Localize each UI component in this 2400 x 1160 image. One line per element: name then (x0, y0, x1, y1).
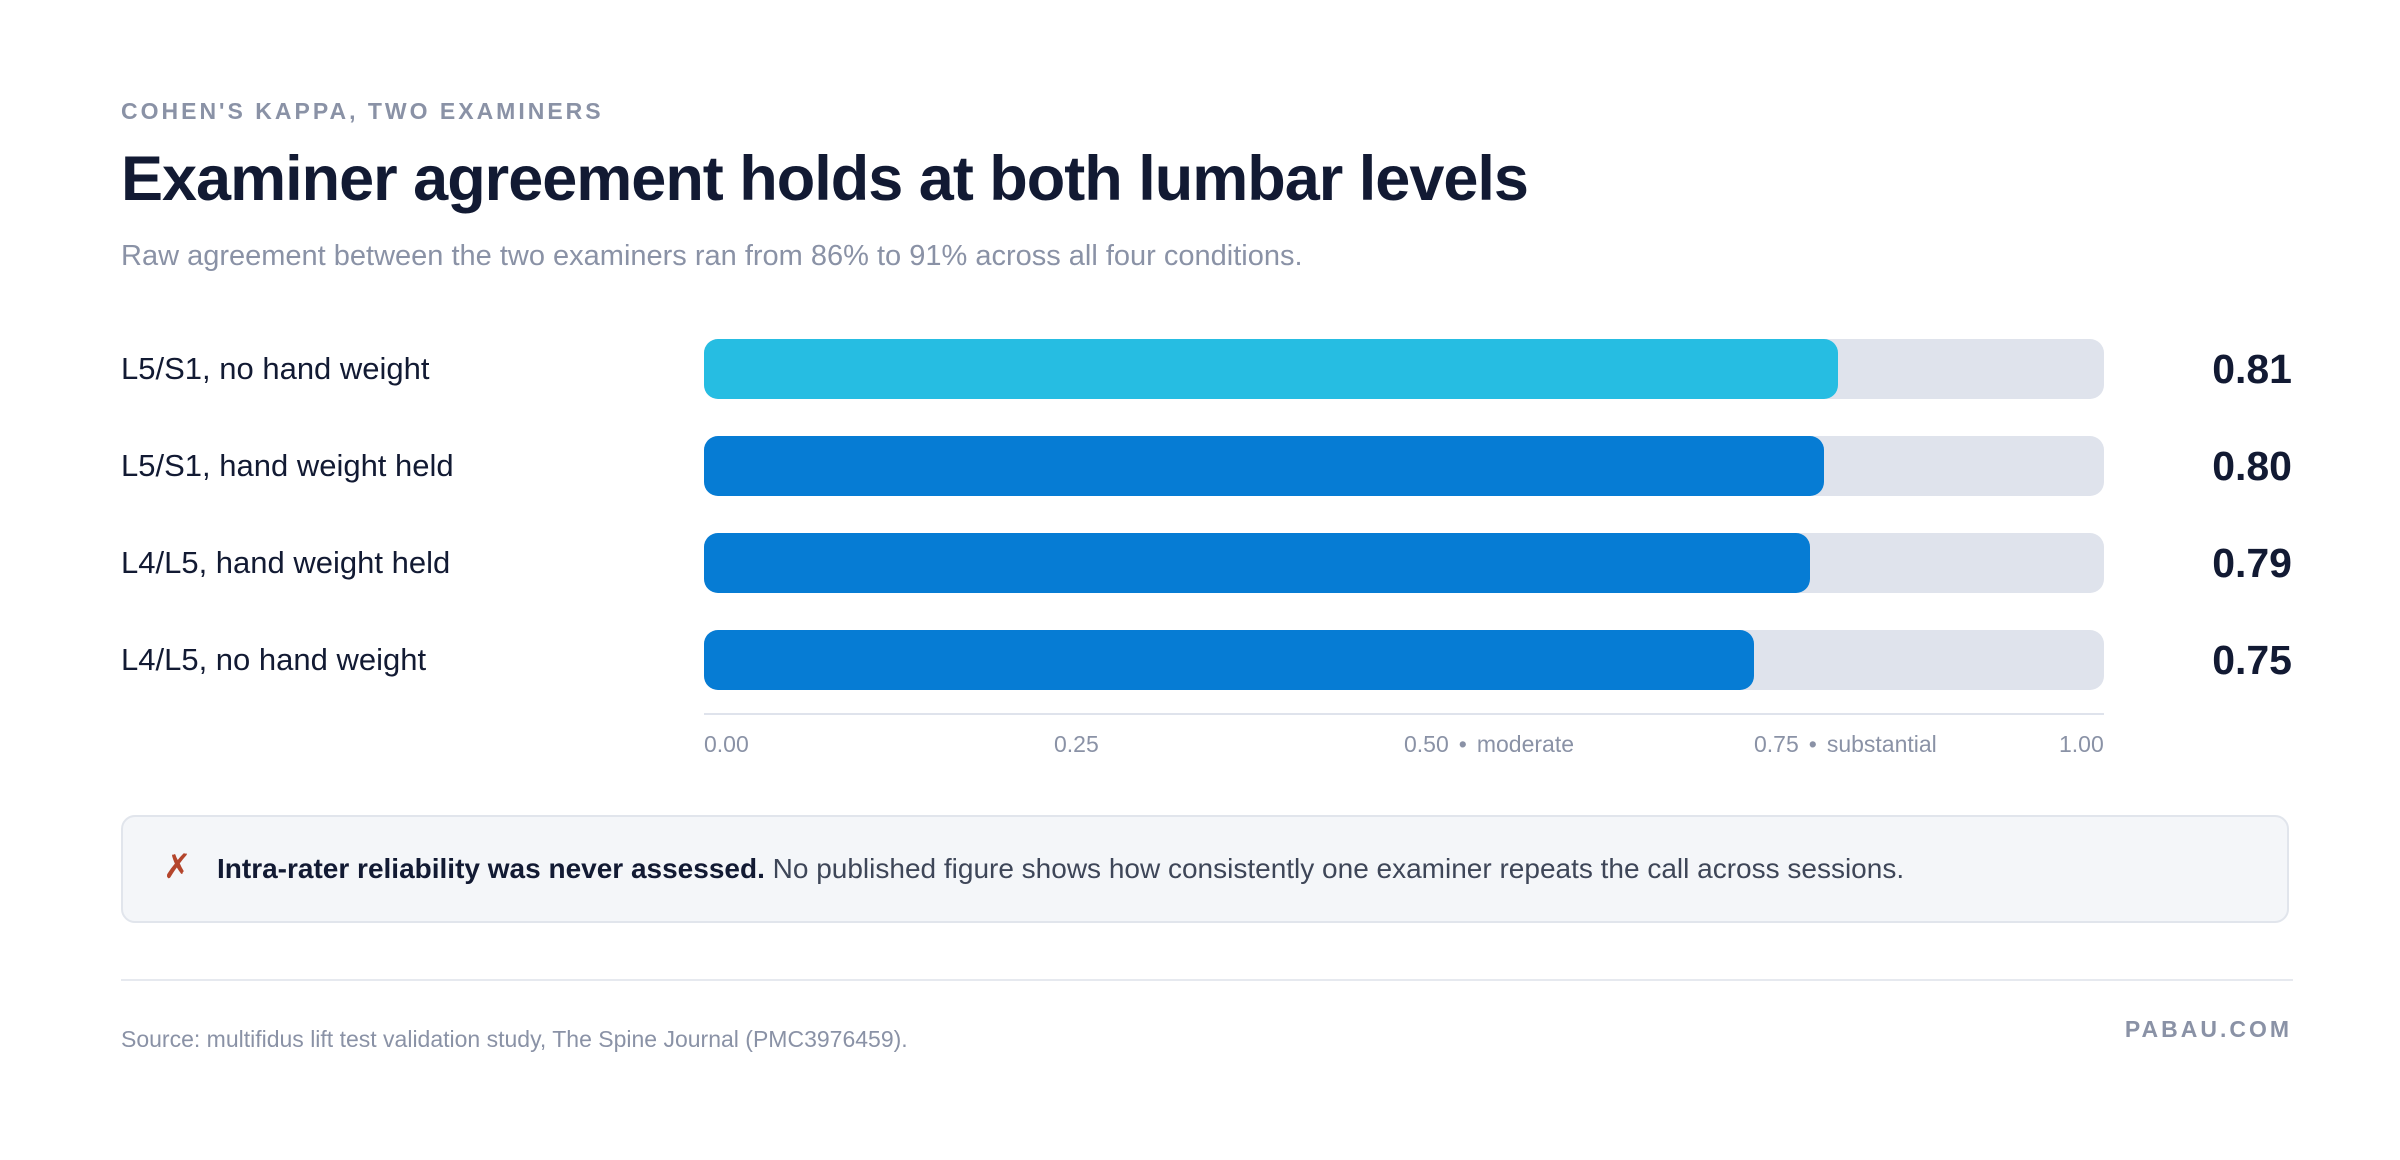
bar (704, 533, 1810, 593)
tick-separator-dot: • (1458, 731, 1467, 757)
bar-value-label: 0.80 (2212, 443, 2292, 489)
bar (704, 436, 1824, 496)
x-tick-value: 0.50 (1404, 731, 1449, 757)
x-tick-annotation: moderate (1476, 731, 1574, 757)
bar-track (704, 630, 2104, 690)
bar (704, 630, 1754, 690)
cross-mark-icon: ✗ (163, 848, 192, 886)
source-note: Source: multifidus lift test validation … (121, 1026, 908, 1052)
note-text: Intra-rater reliability was never assess… (217, 853, 1904, 885)
x-tick-value: 0.00 (704, 731, 749, 757)
bar-value-label: 0.79 (2212, 540, 2292, 586)
bar (704, 339, 1838, 399)
callout-note: ✗ Intra-rater reliability was never asse… (121, 815, 2289, 923)
x-tick-label: 1.00 (2059, 731, 2104, 758)
bar-label: L5/S1, no hand weight (121, 351, 430, 386)
x-tick-value: 1.00 (2059, 731, 2104, 757)
note-bold-text: Intra-rater reliability was never assess… (217, 853, 765, 884)
bar-track (704, 533, 2104, 593)
bar-label: L4/L5, no hand weight (121, 642, 427, 677)
brand-logo: PABAU.COM (2124, 1016, 2292, 1042)
x-tick-label: 0.25 (1054, 731, 1099, 758)
page-title: Examiner agreement holds at both lumbar … (121, 144, 1529, 214)
tick-separator-dot: • (1808, 731, 1817, 757)
bar-track (704, 436, 2104, 496)
x-tick-value: 0.75 (1754, 731, 1799, 757)
bar-value-label: 0.75 (2212, 637, 2292, 683)
page-subtitle: Raw agreement between the two examiners … (121, 240, 1303, 272)
x-tick-label: 0.75 • substantial (1754, 731, 1937, 758)
eyebrow-label: COHEN'S KAPPA, TWO EXAMINERS (121, 98, 604, 124)
x-tick-label: 0.00 (704, 731, 749, 758)
x-tick-label: 0.50 • moderate (1404, 731, 1574, 758)
bar-label: L4/L5, hand weight held (121, 545, 451, 580)
note-body-text: No published figure shows how consistent… (764, 853, 1905, 884)
x-axis-line (704, 713, 2104, 715)
bar-label: L5/S1, hand weight held (121, 448, 454, 483)
x-tick-annotation: substantial (1826, 731, 1937, 757)
footer-divider (121, 979, 2293, 981)
bar-value-label: 0.81 (2212, 346, 2292, 392)
bar-track (704, 339, 2104, 399)
x-tick-value: 0.25 (1054, 731, 1099, 757)
